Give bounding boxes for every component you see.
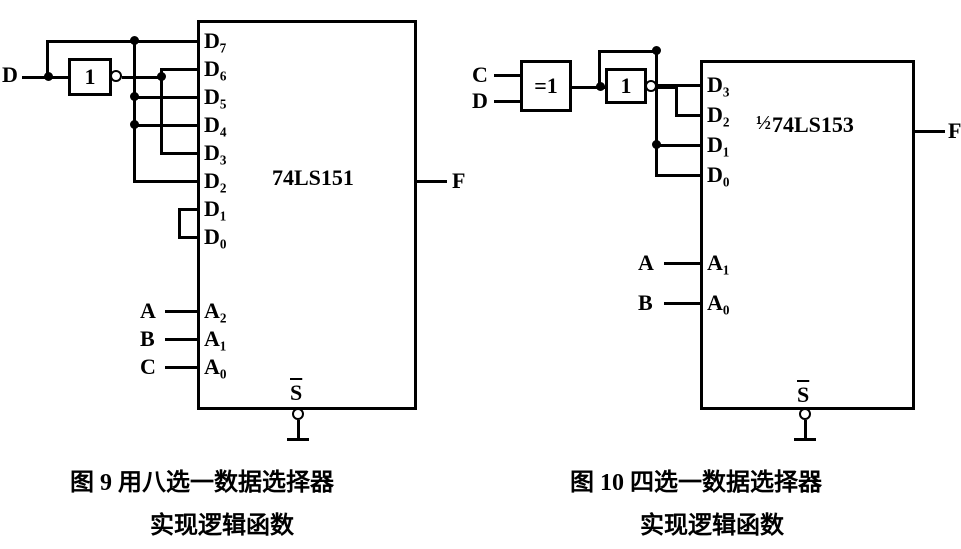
wire-inv-out bbox=[122, 76, 162, 79]
stub-d0b bbox=[655, 174, 701, 177]
addr-in-a: A bbox=[140, 298, 156, 324]
pin-enable: S bbox=[290, 380, 302, 406]
pin-d5: D₅ bbox=[204, 84, 226, 110]
junction bbox=[130, 120, 139, 129]
inverter: 1 bbox=[68, 58, 112, 96]
stub-d0 bbox=[178, 236, 198, 239]
stub-d2 bbox=[133, 180, 198, 183]
wire-f-out bbox=[417, 180, 447, 183]
wire-d-bus bbox=[133, 40, 136, 180]
wire-f-out-b bbox=[915, 130, 945, 133]
wire-a0b bbox=[664, 302, 701, 305]
stub-d6 bbox=[160, 68, 198, 71]
wire-c-in bbox=[494, 74, 522, 77]
pin-d1: D₁ bbox=[204, 196, 226, 222]
chip-label-153: 74LS153 bbox=[772, 112, 854, 138]
pin-a1: A₁ bbox=[204, 326, 226, 352]
stub-d3b bbox=[655, 84, 701, 87]
stub-d4 bbox=[133, 124, 198, 127]
junction bbox=[130, 36, 139, 45]
input-d: D bbox=[2, 62, 18, 88]
wire-top bbox=[46, 40, 135, 43]
pin-a0b: A₀ bbox=[707, 290, 729, 316]
ground-icon-b bbox=[794, 438, 816, 441]
inverter-b: 1 bbox=[605, 68, 647, 104]
enable-bubble bbox=[292, 408, 304, 420]
wire-d10-tie bbox=[178, 208, 181, 239]
stub-d1b bbox=[655, 144, 701, 147]
output-f: F bbox=[452, 168, 465, 194]
pin-d0b: D₀ bbox=[707, 162, 729, 188]
output-f-b: F bbox=[948, 118, 961, 144]
wire-a1 bbox=[165, 338, 198, 341]
pin-enable-b: S bbox=[797, 382, 809, 408]
pin-a2: A₂ bbox=[204, 298, 226, 324]
stub-d2b bbox=[675, 114, 701, 117]
junction bbox=[157, 72, 166, 81]
chip-half: ½ bbox=[756, 112, 771, 135]
fig10-caption-b: 实现逻辑函数 bbox=[640, 505, 784, 540]
stub-d3 bbox=[160, 152, 198, 155]
gate-symbol: 1 bbox=[621, 73, 632, 99]
pin-d6: D₆ bbox=[204, 56, 226, 82]
gate-symbol: =1 bbox=[534, 73, 558, 99]
pin-d3b: D₃ bbox=[707, 72, 729, 98]
junction bbox=[652, 140, 661, 149]
addr-in-a-b: A bbox=[638, 250, 654, 276]
pin-d7: D₇ bbox=[204, 28, 226, 54]
wire-a0 bbox=[165, 366, 198, 369]
wire-a1b bbox=[664, 262, 701, 265]
junction bbox=[130, 92, 139, 101]
pin-a1b: A₁ bbox=[707, 250, 729, 276]
pin-d0: D₀ bbox=[204, 224, 226, 250]
addr-in-b-b: B bbox=[638, 290, 653, 316]
input-c: C bbox=[472, 62, 488, 88]
page: 74LS151 D₇ D₆ D₅ D₄ D₃ D₂ D₁ D₀ A₂ A₁ A₀… bbox=[0, 0, 961, 549]
stub-d7 bbox=[133, 40, 198, 43]
fig9-caption-a: 图 9 用八选一数据选择器 bbox=[70, 462, 334, 497]
pin-d4: D₄ bbox=[204, 112, 226, 138]
junction bbox=[652, 46, 661, 55]
mux-74ls151 bbox=[197, 20, 417, 410]
wire-d-up bbox=[46, 40, 49, 76]
addr-in-c: C bbox=[140, 354, 156, 380]
chip-label: 74LS151 bbox=[272, 165, 354, 191]
wire-d-in-b bbox=[494, 100, 522, 103]
gate-symbol: 1 bbox=[85, 64, 96, 90]
stub-d1 bbox=[178, 208, 198, 211]
addr-in-b: B bbox=[140, 326, 155, 352]
wire-a2 bbox=[165, 310, 198, 313]
input-d-b: D bbox=[472, 88, 488, 114]
ground-icon bbox=[287, 438, 309, 441]
fig9-caption-b: 实现逻辑函数 bbox=[150, 505, 294, 540]
fig10-caption-a: 图 10 四选一数据选择器 bbox=[570, 462, 822, 497]
wire-inv-drop bbox=[675, 86, 678, 117]
wire-xor-top bbox=[598, 50, 657, 53]
wire-xor-up bbox=[598, 50, 601, 86]
pin-a0: A₀ bbox=[204, 354, 226, 380]
pin-d1b: D₁ bbox=[707, 132, 729, 158]
pin-d2b: D₂ bbox=[707, 102, 729, 128]
stub-d5 bbox=[133, 96, 198, 99]
wire-gnd-b bbox=[804, 420, 807, 438]
wire-gnd bbox=[297, 420, 300, 438]
enable-bubble-b bbox=[799, 408, 811, 420]
half-label: ½ bbox=[756, 112, 771, 134]
xor-gate: =1 bbox=[520, 60, 572, 112]
inversion-bubble bbox=[110, 70, 122, 82]
pin-d3: D₃ bbox=[204, 140, 226, 166]
pin-d2: D₂ bbox=[204, 168, 226, 194]
wire-xor-bus bbox=[655, 50, 658, 177]
